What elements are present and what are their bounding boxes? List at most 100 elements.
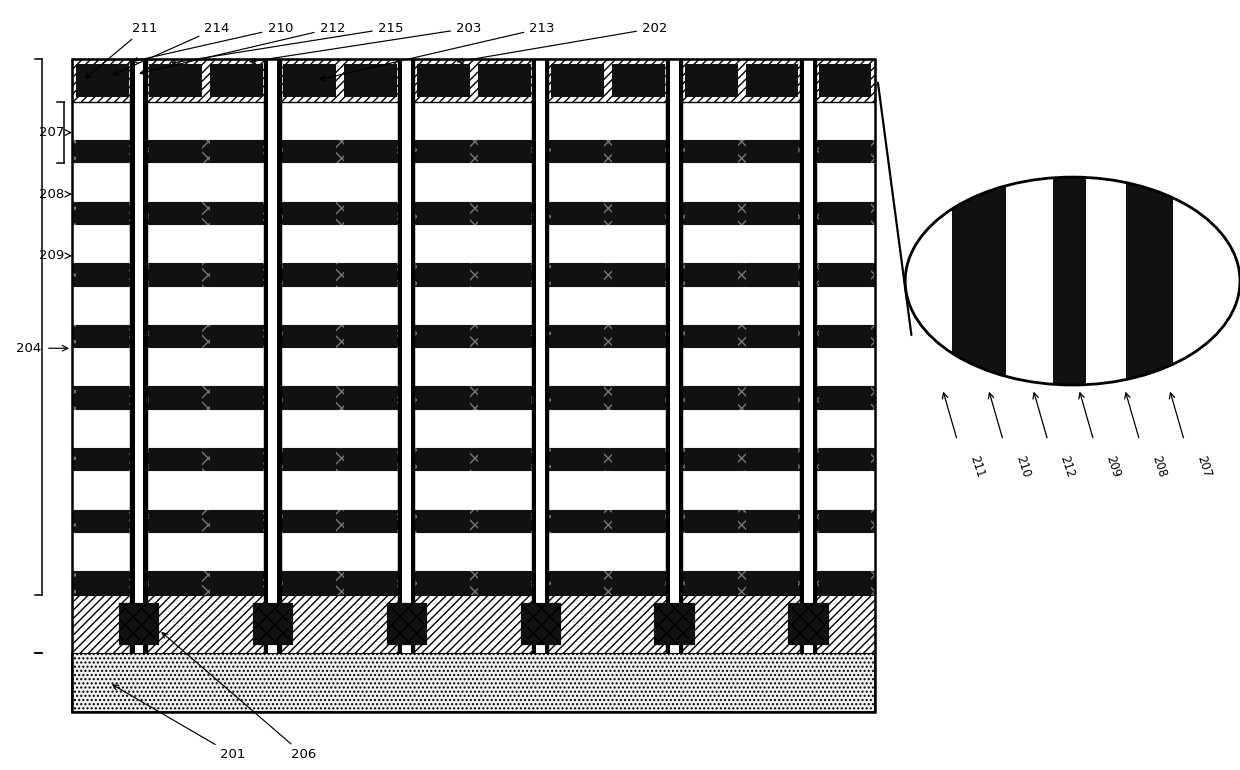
Bar — [655, 603, 694, 645]
Bar — [72, 263, 875, 286]
Text: 208: 208 — [40, 188, 64, 201]
Bar — [283, 140, 336, 163]
Bar — [745, 448, 799, 471]
Bar — [905, 266, 1240, 281]
Bar — [343, 202, 397, 225]
Circle shape — [905, 177, 1240, 385]
Bar — [952, 177, 1006, 385]
Text: 208: 208 — [1149, 454, 1169, 480]
Text: 203: 203 — [250, 22, 481, 64]
Bar — [670, 59, 680, 654]
Bar — [905, 222, 1240, 236]
Bar — [72, 140, 875, 163]
Bar — [149, 140, 202, 163]
Text: 204: 204 — [16, 342, 41, 355]
Bar — [72, 286, 875, 325]
Bar — [76, 448, 129, 471]
Bar — [1086, 177, 1126, 385]
Bar — [119, 603, 159, 645]
Bar — [149, 263, 202, 286]
Bar — [477, 325, 531, 348]
Bar — [818, 202, 872, 225]
Bar — [72, 59, 875, 712]
Bar — [387, 603, 427, 645]
Bar — [1173, 177, 1240, 385]
Bar — [521, 603, 560, 645]
Bar — [72, 594, 875, 654]
Bar — [477, 263, 531, 286]
Bar — [905, 251, 1240, 266]
Bar — [611, 448, 665, 471]
Bar — [72, 448, 875, 471]
Text: 209: 209 — [1104, 454, 1123, 480]
Bar — [684, 325, 738, 348]
Bar — [684, 202, 738, 225]
Bar — [343, 64, 397, 98]
Bar — [905, 326, 1240, 340]
Bar — [684, 263, 738, 286]
Bar — [76, 325, 129, 348]
Bar — [210, 510, 263, 533]
Text: 215: 215 — [172, 22, 403, 65]
Bar — [343, 263, 397, 286]
Bar — [417, 202, 470, 225]
Bar — [611, 325, 665, 348]
Bar — [72, 410, 875, 448]
Bar — [745, 571, 799, 594]
Bar — [905, 311, 1240, 326]
Bar — [210, 387, 263, 410]
Bar — [1006, 177, 1053, 385]
Bar — [611, 202, 665, 225]
Bar — [611, 263, 665, 286]
Bar — [76, 510, 129, 533]
Bar — [745, 387, 799, 410]
Bar — [551, 140, 604, 163]
Bar — [611, 510, 665, 533]
Bar — [666, 59, 683, 654]
Bar — [210, 263, 263, 286]
Bar — [804, 59, 813, 654]
Bar — [1053, 177, 1086, 385]
Bar — [283, 510, 336, 533]
Text: 201: 201 — [113, 685, 246, 762]
Bar — [417, 64, 470, 98]
Bar — [72, 202, 875, 225]
Bar — [72, 348, 875, 387]
Bar — [684, 571, 738, 594]
Bar — [72, 202, 875, 225]
Bar — [905, 177, 1240, 192]
Bar — [343, 448, 397, 471]
Bar — [905, 355, 1240, 370]
Bar — [551, 387, 604, 410]
Bar — [818, 263, 872, 286]
Bar — [818, 387, 872, 410]
Text: 213: 213 — [320, 22, 554, 81]
Bar — [745, 510, 799, 533]
Bar — [72, 510, 875, 533]
Bar — [477, 387, 531, 410]
Text: 212: 212 — [1058, 454, 1078, 480]
Bar — [818, 510, 872, 533]
Bar — [72, 533, 875, 571]
Bar — [417, 510, 470, 533]
Bar — [905, 281, 1240, 296]
Bar — [477, 510, 531, 533]
Bar — [417, 571, 470, 594]
Bar — [905, 236, 1240, 251]
Bar — [818, 448, 872, 471]
Bar — [800, 59, 817, 654]
Bar — [551, 263, 604, 286]
Bar — [905, 340, 1240, 355]
Bar — [745, 202, 799, 225]
Bar — [72, 654, 875, 712]
Bar — [417, 387, 470, 410]
Text: 209: 209 — [40, 249, 64, 263]
Bar — [1126, 177, 1173, 385]
Bar — [684, 448, 738, 471]
Bar — [905, 192, 1240, 207]
Bar — [343, 387, 397, 410]
Bar — [477, 64, 531, 98]
Bar — [149, 64, 202, 98]
Bar — [684, 140, 738, 163]
Bar — [283, 571, 336, 594]
